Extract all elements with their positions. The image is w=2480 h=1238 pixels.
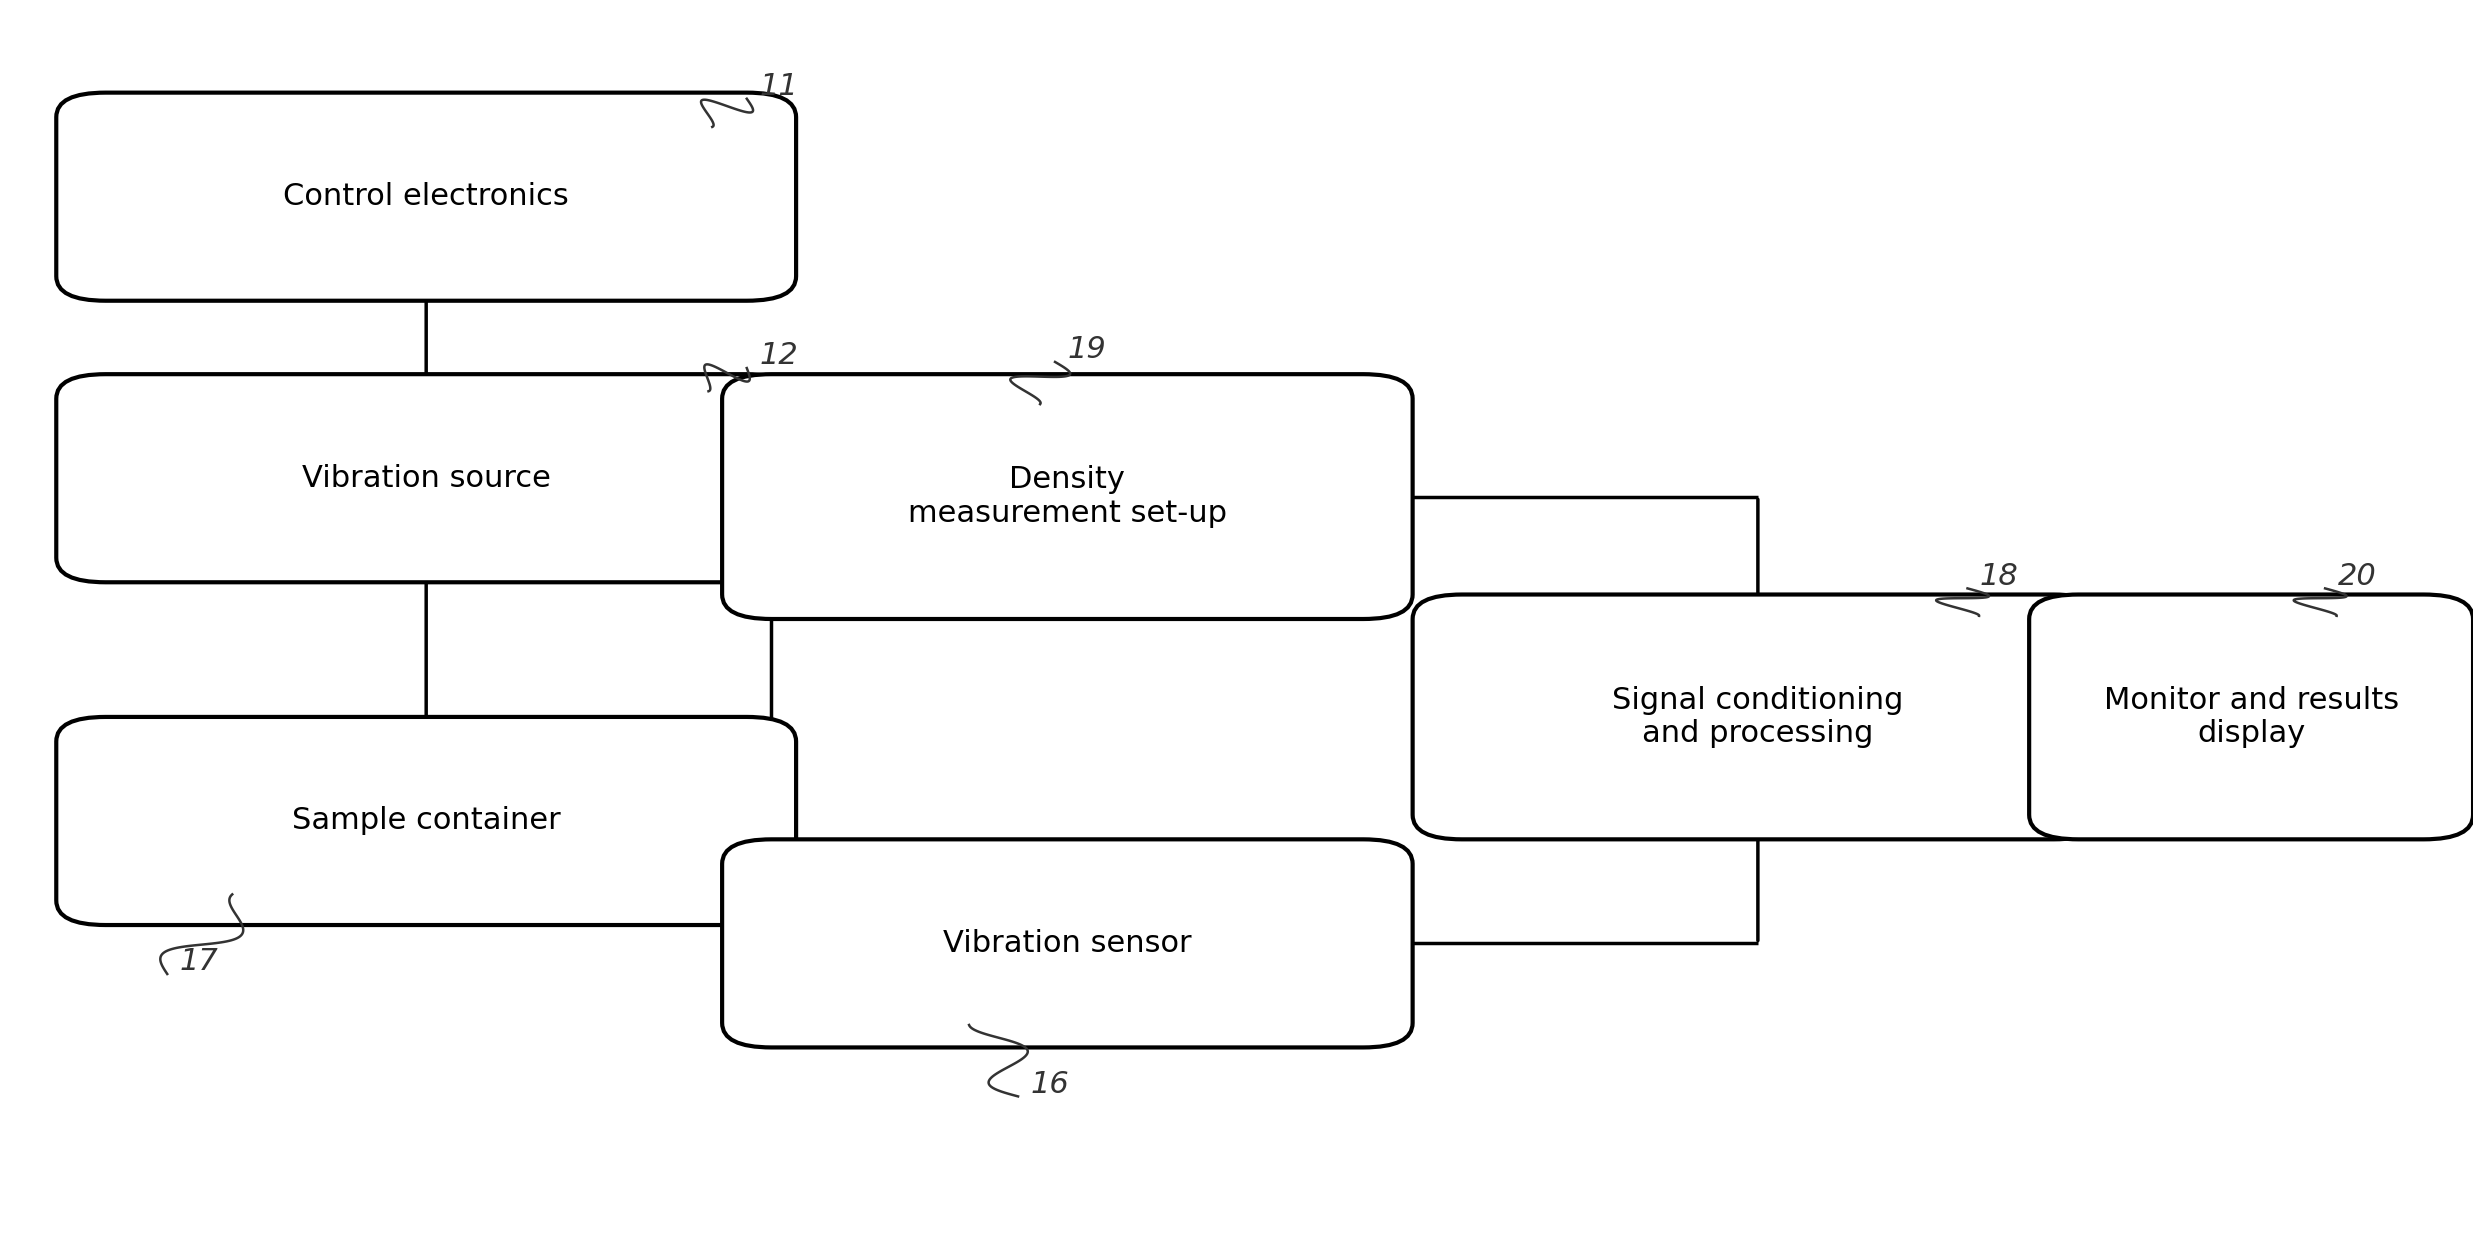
Text: Sample container: Sample container bbox=[293, 806, 560, 836]
Text: 17: 17 bbox=[179, 947, 218, 977]
Text: Density
measurement set-up: Density measurement set-up bbox=[908, 465, 1228, 527]
Text: 19: 19 bbox=[1066, 335, 1106, 364]
FancyBboxPatch shape bbox=[2029, 594, 2473, 839]
Text: 11: 11 bbox=[759, 72, 799, 102]
Text: 12: 12 bbox=[759, 342, 799, 370]
FancyBboxPatch shape bbox=[57, 717, 796, 925]
FancyBboxPatch shape bbox=[1414, 594, 2103, 839]
Text: 18: 18 bbox=[1979, 562, 2019, 591]
Text: Signal conditioning
and processing: Signal conditioning and processing bbox=[1612, 686, 1905, 748]
Text: 16: 16 bbox=[1029, 1070, 1069, 1098]
FancyBboxPatch shape bbox=[57, 374, 796, 582]
Text: Vibration source: Vibration source bbox=[303, 464, 551, 493]
Text: Control electronics: Control electronics bbox=[283, 182, 568, 212]
Text: Monitor and results
display: Monitor and results display bbox=[2103, 686, 2398, 748]
FancyBboxPatch shape bbox=[722, 839, 1414, 1047]
FancyBboxPatch shape bbox=[57, 93, 796, 301]
Text: Vibration sensor: Vibration sensor bbox=[942, 928, 1193, 958]
FancyBboxPatch shape bbox=[722, 374, 1414, 619]
Text: 20: 20 bbox=[2339, 562, 2376, 591]
